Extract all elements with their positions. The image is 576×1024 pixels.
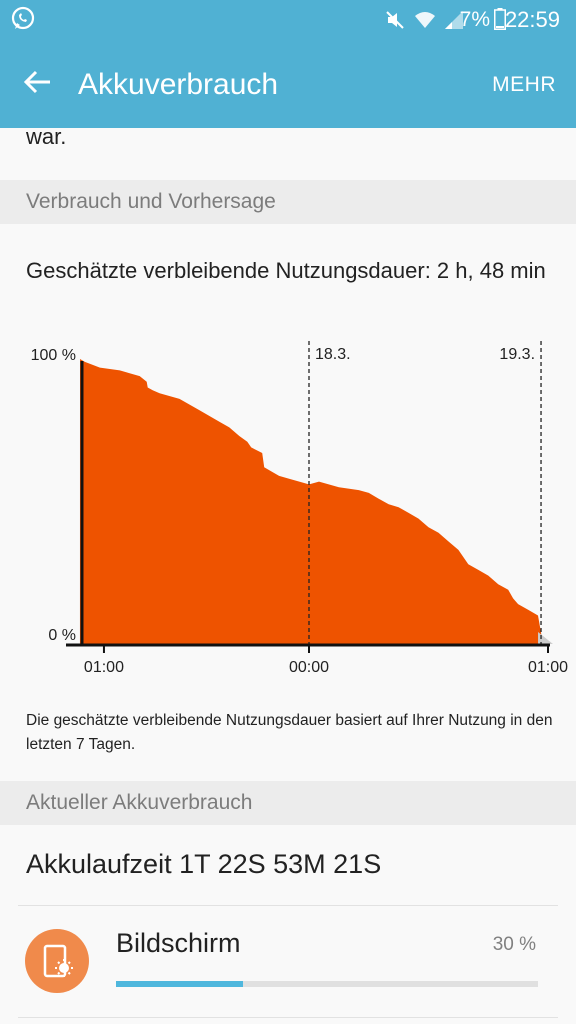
x-tick-label: 01:00	[84, 659, 124, 676]
section-header-current: Aktueller Akkuverbrauch	[0, 781, 576, 825]
y-tick-label: 0 %	[48, 627, 76, 644]
x-tick-label: 00:00	[289, 659, 329, 676]
more-button[interactable]: MEHR	[492, 73, 556, 96]
usage-progress-bar	[116, 981, 538, 987]
battery-area	[79, 359, 543, 644]
scrolled-text: war.	[26, 124, 67, 149]
estimate-note: Die geschätzte verbleibende Nutzungsdaue…	[26, 712, 553, 753]
clock: 22:59	[504, 7, 560, 32]
usage-progress-fill	[116, 981, 243, 987]
back-arrow-icon[interactable]	[22, 66, 54, 98]
screen-brightness-icon	[25, 929, 89, 993]
divider	[18, 905, 558, 906]
day-marker-label: 18.3.	[315, 346, 351, 363]
wifi-icon	[415, 12, 435, 28]
divider	[18, 1017, 558, 1018]
section-header-label: Aktueller Akkuverbrauch	[26, 791, 253, 814]
status-bar: 7% 22:59	[0, 0, 576, 40]
x-tick-label: 01:00	[528, 659, 568, 676]
day-marker-label: 19.3.	[499, 346, 535, 363]
section-header-forecast: Verbrauch und Vorhersage	[0, 180, 576, 224]
page-title: Akkuverbrauch	[78, 68, 279, 101]
projection-area	[538, 632, 553, 644]
battery-uptime: Akkulaufzeit 1T 22S 53M 21S	[26, 849, 382, 879]
battery-percent: 7%	[459, 8, 490, 31]
section-header-label: Verbrauch und Vorhersage	[26, 190, 276, 213]
app-bar: Akkuverbrauch MEHR	[0, 40, 576, 128]
usage-item-label: Bildschirm	[116, 928, 241, 958]
estimated-remaining-time: Geschätzte verbleibende Nutzungsdauer: 2…	[26, 258, 546, 283]
signal-icon	[445, 11, 463, 29]
battery-icon	[494, 8, 506, 30]
y-tick-label: 100 %	[31, 347, 76, 364]
battery-usage-chart: 18.3. 19.3. 100 % 0 % 01:00 00:00 01:00	[31, 341, 568, 676]
usage-item-screen[interactable]: Bildschirm 30 %	[0, 906, 576, 1018]
mute-icon	[386, 11, 404, 29]
whatsapp-icon	[11, 6, 35, 30]
usage-item-percent: 30 %	[492, 934, 536, 955]
